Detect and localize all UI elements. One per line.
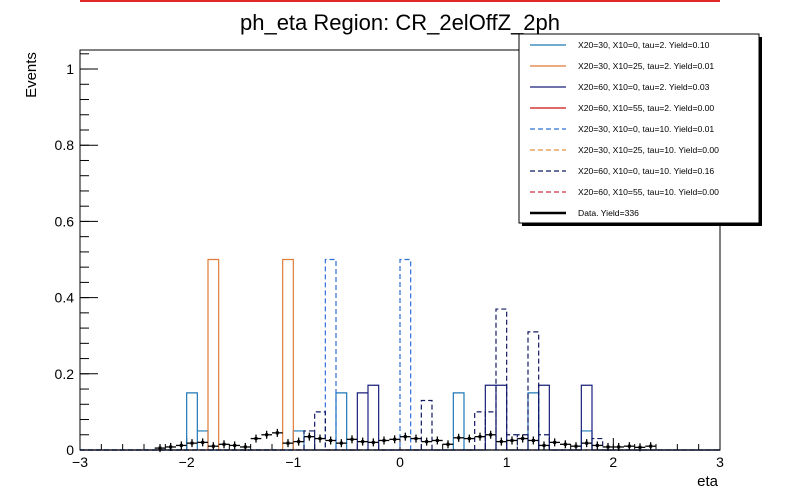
data-point xyxy=(325,436,336,445)
x-tick-label: −1 xyxy=(285,454,301,470)
data-point xyxy=(624,442,635,451)
data-point xyxy=(528,436,539,445)
data-point xyxy=(282,439,294,448)
legend-entry: X20=30, X10=25, tau=10. Yield=0.00 xyxy=(530,145,719,155)
legend-entry: X20=30, X10=0, tau=2. Yield=0.10 xyxy=(530,40,710,50)
data-point xyxy=(304,432,315,441)
legend-entry: X20=30, X10=0, tau=10. Yield=0.01 xyxy=(530,124,714,134)
legend-label: X20=60, X10=0, tau=10. Yield=0.16 xyxy=(578,166,714,176)
legend-label: X20=30, X10=0, tau=10. Yield=0.01 xyxy=(578,124,714,134)
data-point xyxy=(250,434,262,443)
x-axis: −3 −2 −1 0 1 2 3 xyxy=(72,438,724,470)
data-point xyxy=(336,439,347,448)
x-axis-label: eta xyxy=(697,473,719,490)
x-tick-label: −3 xyxy=(72,454,88,470)
data-point xyxy=(496,437,507,446)
data-point xyxy=(378,436,390,445)
histogram-series xyxy=(80,258,720,451)
chart-title: ph_eta Region: CR_2elOffZ_2ph xyxy=(240,10,560,35)
data-point xyxy=(197,438,208,447)
x-tick-label: 3 xyxy=(716,454,724,470)
data-point xyxy=(154,444,166,453)
x-tick-label: 0 xyxy=(396,454,404,470)
data-point xyxy=(485,430,496,439)
histogram-series-4 xyxy=(80,258,720,451)
data-point xyxy=(592,441,603,450)
data-point xyxy=(464,434,475,443)
data-point xyxy=(176,441,187,450)
data-point xyxy=(581,439,592,448)
y-tick-label: 0.4 xyxy=(55,290,75,306)
data-point xyxy=(549,438,560,447)
y-tick-label: 0.2 xyxy=(55,366,75,382)
y-tick-label: 0 xyxy=(66,442,74,458)
data-point xyxy=(186,439,198,448)
legend-label: X20=30, X10=25, tau=2. Yield=0.01 xyxy=(578,61,714,71)
legend-entry: X20=60, X10=0, tau=2. Yield=0.03 xyxy=(530,82,710,92)
legend-label: X20=60, X10=0, tau=2. Yield=0.03 xyxy=(578,82,710,92)
histogram-series-6 xyxy=(80,308,720,451)
legend-entry: X20=30, X10=25, tau=2. Yield=0.01 xyxy=(530,61,714,71)
data-point xyxy=(453,433,464,442)
data-point xyxy=(538,441,550,450)
x-tick-label: 2 xyxy=(609,454,617,470)
y-tick-label: 1 xyxy=(66,61,74,77)
data-point xyxy=(346,435,358,444)
data-point xyxy=(432,436,443,445)
legend-label: X20=30, X10=0, tau=2. Yield=0.10 xyxy=(578,40,710,50)
legend-entry: X20=60, X10=0, tau=10. Yield=0.16 xyxy=(530,166,714,176)
legend: X20=30, X10=0, tau=2. Yield=0.10 X20=30, … xyxy=(518,33,762,226)
data-point xyxy=(645,442,656,451)
data-point xyxy=(357,437,368,446)
histogram-series-2 xyxy=(80,384,720,451)
data-point xyxy=(218,440,230,449)
x-tick-label: −2 xyxy=(179,454,195,470)
y-axis: 0 0.2 0.4 0.6 0.8 1 xyxy=(55,53,98,458)
x-tick-label: 1 xyxy=(503,454,511,470)
legend-entries: X20=30, X10=0, tau=2. Yield=0.10 X20=30, … xyxy=(530,40,719,218)
data-point xyxy=(517,434,528,443)
legend-label: Data. Yield=336 xyxy=(578,208,639,218)
legend-label: X20=60, X10=55, tau=2. Yield=0.00 xyxy=(578,103,714,113)
y-tick-label: 0.8 xyxy=(55,137,75,153)
data-point xyxy=(208,442,219,451)
data-point xyxy=(229,441,240,450)
data-point xyxy=(272,428,283,437)
data-point xyxy=(421,437,432,446)
data-point xyxy=(506,436,518,445)
data-point xyxy=(474,432,486,441)
legend-label: X20=60, X10=55, tau=10. Yield=0.00 xyxy=(578,187,719,197)
legend-entry: X20=60, X10=55, tau=10. Yield=0.00 xyxy=(530,187,719,197)
data-point xyxy=(400,432,411,441)
plot-frame xyxy=(79,49,721,451)
data-point xyxy=(261,430,272,439)
data-point xyxy=(570,442,582,451)
y-axis-label: Events xyxy=(23,52,40,98)
data-point xyxy=(368,438,379,447)
legend-entry: X20=60, X10=55, tau=2. Yield=0.00 xyxy=(530,103,714,113)
y-tick-label: 0.6 xyxy=(55,213,75,229)
legend-entry: Data. Yield=336 xyxy=(530,208,639,218)
data-point xyxy=(293,437,304,446)
data-point xyxy=(442,440,454,449)
data-point xyxy=(389,435,400,444)
legend-label: X20=30, X10=25, tau=10. Yield=0.00 xyxy=(578,145,719,155)
data-point xyxy=(314,434,326,443)
data-point xyxy=(560,440,571,449)
data-point xyxy=(410,434,422,443)
